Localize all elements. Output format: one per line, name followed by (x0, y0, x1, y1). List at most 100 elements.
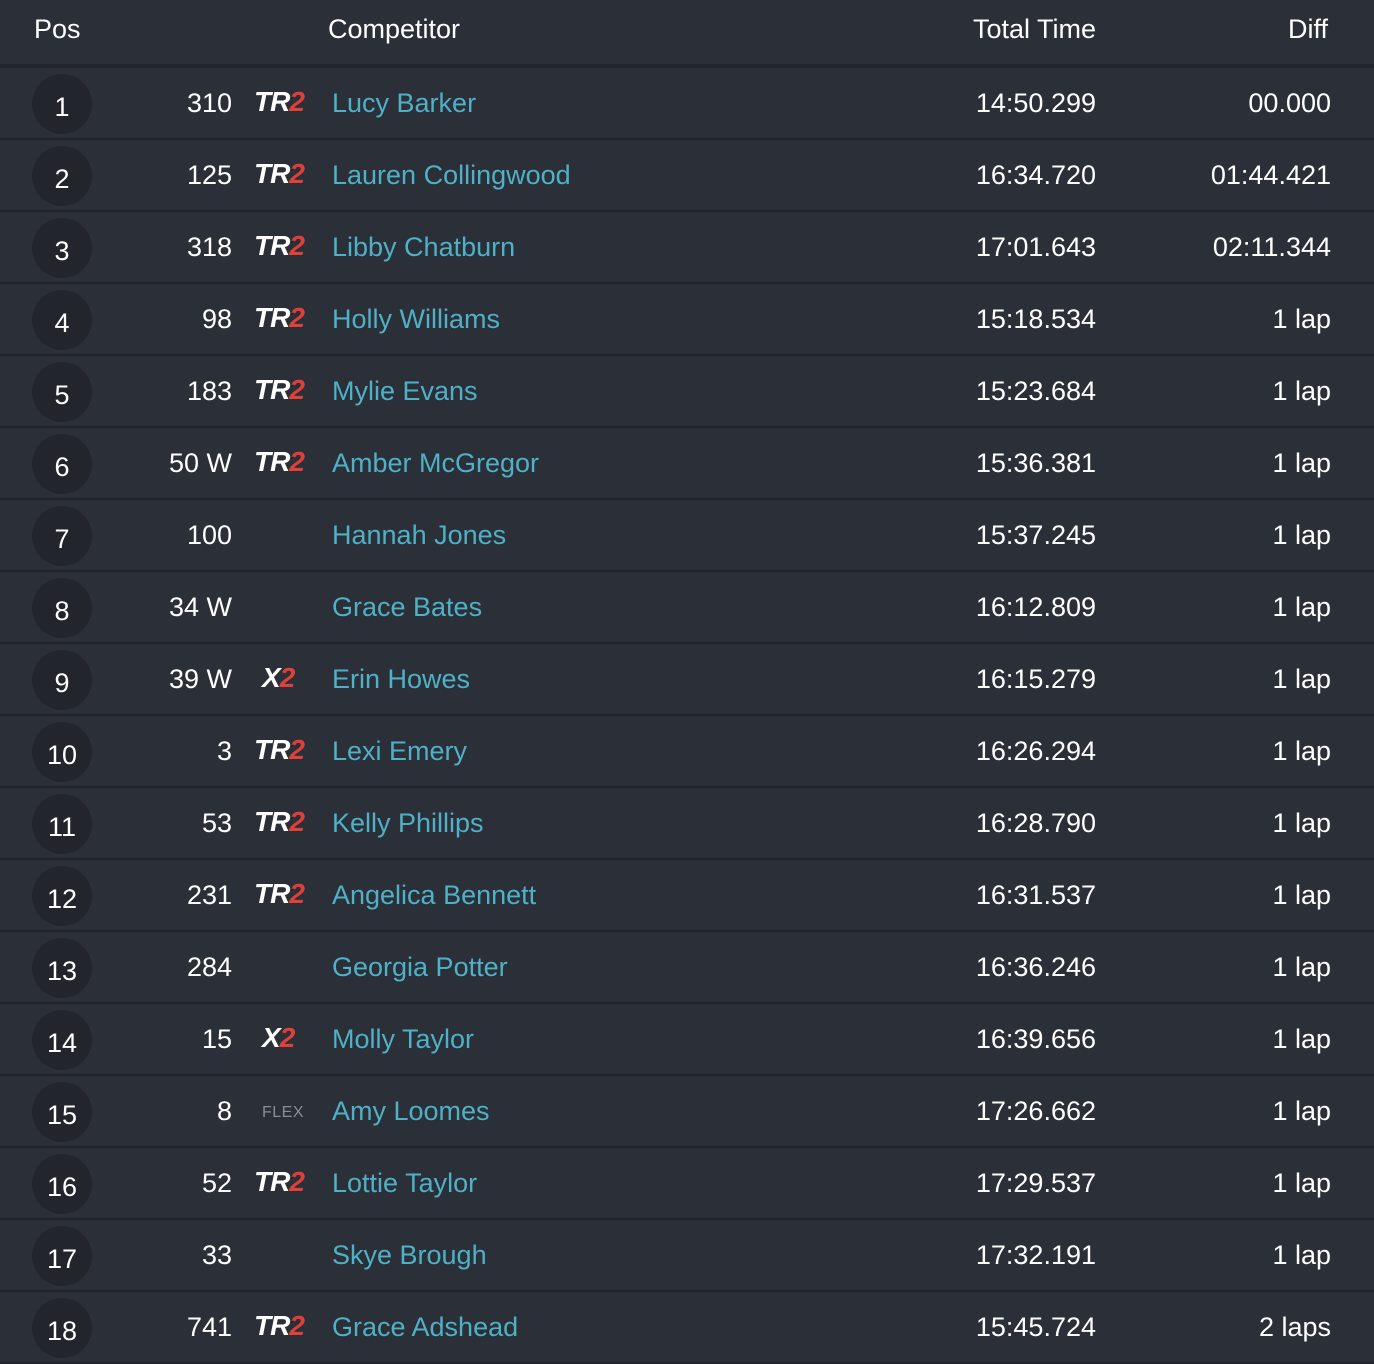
competitor-name-link[interactable]: Grace Bates (332, 592, 483, 622)
time-diff: 1 lap (1272, 520, 1331, 550)
table-row[interactable]: 7 100 Hannah Jones 15:37.245 1 lap (0, 500, 1374, 572)
time-diff: 1 lap (1272, 664, 1331, 694)
table-row[interactable]: 16 52 TR2 Lottie Taylor 17:29.537 1 lap (0, 1148, 1374, 1220)
table-row[interactable]: 4 98 TR2 Holly Williams 15:18.534 1 lap (0, 284, 1374, 356)
class-logo: TR2 (254, 734, 305, 765)
total-time: 16:26.294 (975, 736, 1096, 766)
column-header-total-time[interactable]: Total Time (972, 14, 1096, 44)
total-time: 16:28.790 (975, 808, 1096, 838)
position-badge: 12 (32, 866, 92, 926)
class-logo: TR2 (254, 878, 305, 909)
class-logo: TR2 (254, 158, 305, 189)
position-number: 11 (47, 812, 77, 842)
competitor-name-link[interactable]: Lottie Taylor (332, 1168, 478, 1198)
class-logo: TR2 (254, 230, 305, 261)
table-row[interactable]: 5 183 TR2 Mylie Evans 15:23.684 1 lap (0, 356, 1374, 428)
time-diff: 1 lap (1272, 952, 1331, 982)
competitor-name-link[interactable]: Georgia Potter (332, 952, 508, 982)
competitor-name-link[interactable]: Amy Loomes (332, 1096, 490, 1126)
total-time: 16:31.537 (975, 880, 1096, 910)
position-number: 17 (46, 1244, 78, 1274)
position-badge: 15 (32, 1082, 92, 1142)
class-logo: TR2 (254, 1166, 305, 1197)
competitor-number: 98 (201, 304, 232, 334)
position-number: 12 (46, 884, 78, 914)
time-diff: 1 lap (1272, 592, 1331, 622)
competitor-number: 310 (186, 88, 232, 118)
class-logo: X2 (262, 1022, 295, 1053)
competitor-name-link[interactable]: Libby Chatburn (332, 232, 516, 262)
competitor-name-link[interactable]: Lexi Emery (332, 736, 468, 766)
time-diff: 1 lap (1272, 376, 1331, 406)
table-row[interactable]: 1 310 TR2 Lucy Barker 14:50.299 00.000 (0, 68, 1374, 140)
table-row[interactable]: 17 33 Skye Brough 17:32.191 1 lap (0, 1220, 1374, 1292)
table-row[interactable]: 3 318 TR2 Libby Chatburn 17:01.643 02:11.344 (0, 212, 1374, 284)
position-badge: 6 (32, 434, 92, 494)
column-header-pos[interactable]: Pos (34, 14, 81, 44)
competitor-name-link[interactable]: Erin Howes (332, 664, 471, 694)
total-time: 15:23.684 (975, 376, 1096, 406)
competitor-number: 52 (201, 1168, 232, 1198)
total-time: 15:45.724 (975, 1312, 1096, 1342)
competitor-number: 125 (186, 160, 232, 190)
table-row[interactable]: 8 34 W Grace Bates 16:12.809 1 lap (0, 572, 1374, 644)
competitor-number: 741 (186, 1312, 232, 1342)
position-badge: 10 (32, 722, 92, 782)
table-row[interactable]: 9 39 W X2 Erin Howes 16:15.279 1 lap (0, 644, 1374, 716)
total-time: 15:18.534 (975, 304, 1096, 334)
position-badge: 13 (32, 938, 92, 998)
competitor-name-link[interactable]: Amber McGregor (332, 448, 540, 478)
table-row[interactable]: 2 125 TR2 Lauren Collingwood 16:34.720 01:44.… (0, 140, 1374, 212)
results-table-body: 1 310 TR2 Lucy Barker 14:50.299 00.000 2 125 TR2… (0, 68, 1374, 1364)
table-row[interactable]: 18 741 TR2 Grace Adshead 15:45.724 2 laps (0, 1292, 1374, 1364)
column-header-diff[interactable]: Diff (1287, 14, 1328, 44)
table-row[interactable]: 11 53 TR2 Kelly Phillips 16:28.790 1 lap (0, 788, 1374, 860)
total-time: 17:32.191 (975, 1240, 1096, 1270)
time-diff: 1 lap (1272, 1168, 1331, 1198)
competitor-name-link[interactable]: Lucy Barker (332, 88, 477, 118)
competitor-name-link[interactable]: Lauren Collingwood (332, 160, 571, 190)
table-row[interactable]: 12 231 TR2 Angelica Bennett 16:31.537 1 lap (0, 860, 1374, 932)
competitor-number: 33 (201, 1240, 232, 1270)
class-logo: X2 (262, 662, 295, 693)
position-badge: 3 (32, 218, 92, 278)
total-time: 17:26.662 (975, 1096, 1096, 1126)
position-badge: 18 (32, 1298, 92, 1358)
competitor-name-link[interactable]: Angelica Bennett (332, 880, 537, 910)
competitor-name-link[interactable]: Skye Brough (332, 1240, 487, 1270)
competitor-name-link[interactable]: Hannah Jones (332, 520, 507, 550)
competitor-name-link[interactable]: Grace Adshead (332, 1312, 519, 1342)
total-time: 16:12.809 (975, 592, 1096, 622)
table-row[interactable]: 6 50 W TR2 Amber McGregor 15:36.381 1 lap (0, 428, 1374, 500)
position-number: 6 (54, 452, 70, 482)
competitor-name-link[interactable]: Kelly Phillips (332, 808, 484, 838)
total-time: 17:29.537 (975, 1168, 1096, 1198)
total-time: 17:01.643 (975, 232, 1096, 262)
position-number: 8 (54, 596, 70, 626)
total-time: 15:36.381 (975, 448, 1096, 478)
total-time: 16:39.656 (975, 1024, 1096, 1054)
total-time: 16:15.279 (975, 664, 1096, 694)
table-row[interactable]: 13 284 Georgia Potter 16:36.246 1 lap (0, 932, 1374, 1004)
position-number: 5 (54, 380, 70, 410)
competitor-number: 34 W (168, 592, 232, 622)
competitor-name-link[interactable]: Molly Taylor (332, 1024, 475, 1054)
class-logo: FLEX (262, 1104, 305, 1121)
time-diff: 1 lap (1272, 808, 1331, 838)
total-time: 15:37.245 (975, 520, 1096, 550)
competitor-name-link[interactable]: Holly Williams (332, 304, 500, 334)
class-logo: TR2 (254, 374, 305, 405)
table-row[interactable]: 15 8 FLEX Amy Loomes 17:26.662 1 lap (0, 1076, 1374, 1148)
competitor-number: 15 (201, 1024, 232, 1054)
total-time: 16:34.720 (975, 160, 1096, 190)
column-header-competitor[interactable]: Competitor (328, 14, 461, 44)
time-diff: 1 lap (1272, 1240, 1331, 1270)
table-row[interactable]: 14 15 X2 Molly Taylor 16:39.656 1 lap (0, 1004, 1374, 1076)
competitor-name-link[interactable]: Mylie Evans (332, 376, 478, 406)
position-number: 9 (54, 668, 70, 698)
position-badge: 11 (32, 794, 92, 854)
table-row[interactable]: 10 3 TR2 Lexi Emery 16:26.294 1 lap (0, 716, 1374, 788)
position-number: 2 (54, 164, 70, 194)
position-number: 18 (46, 1316, 78, 1346)
competitor-number: 183 (186, 376, 232, 406)
